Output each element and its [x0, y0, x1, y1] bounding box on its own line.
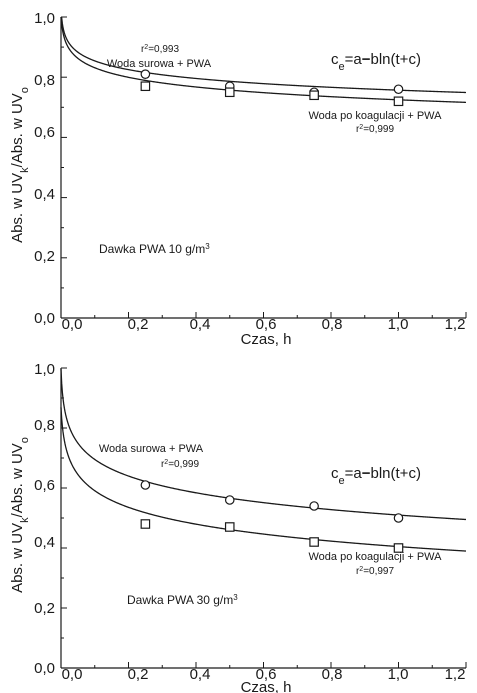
y-tick-label: 0,0 [34, 310, 55, 327]
x-tick-label: 0,8 [322, 316, 343, 333]
data-point-square [393, 96, 404, 107]
y-tick-label: 0,6 [34, 124, 55, 141]
data-point-circle [140, 480, 151, 490]
series-name-raw: Woda surowa + PWA [99, 443, 204, 455]
data-point-square [224, 87, 235, 98]
y-tick-label: 0,8 [34, 72, 55, 89]
series-name-coag: Woda po koagulacji + PWA [309, 551, 443, 563]
y-axis-label: Abs. w UVk/Abs. w UVo [9, 437, 31, 593]
x-tick-label: 1,2 [445, 316, 466, 333]
x-tick-label: 0,0 [62, 666, 83, 683]
chart-bottom: 0,0 0,2 0,4 0,6 0,8 1,0 0,0 0,2 0,4 0,6 … [9, 361, 467, 693]
equation-label: ce=a−bln(t+c) [331, 51, 421, 73]
data-point-circle [309, 501, 319, 511]
x-tick-label: 0,8 [322, 666, 343, 683]
series-label-raw: r2=0,993 Woda surowa + PWA [107, 44, 212, 71]
y-tick-label: 0,2 [34, 248, 55, 265]
x-tick-label: 1,2 [445, 666, 466, 683]
data-point-square [309, 90, 319, 101]
y-tick-label: 0,0 [34, 660, 55, 677]
data-point-square [393, 543, 404, 553]
series-label-raw: Woda surowa + PWA r2=0,999 [99, 443, 204, 470]
series-name-raw: Woda surowa + PWA [107, 58, 212, 70]
dose-label: Dawka PWA 30 g/m3 [127, 593, 238, 608]
x-tick-label: 0,6 [256, 666, 277, 683]
data-point-circle [393, 513, 404, 523]
series-label-coag: Woda po koagulacji + PWA r2=0,999 [309, 110, 443, 135]
y-tick-label: 0,8 [34, 417, 55, 434]
x-axis-label: Czas, h [241, 331, 292, 348]
series-name-coag: Woda po koagulacji + PWA [309, 110, 443, 122]
y-tick-label: 0,2 [34, 600, 55, 617]
data-point-circle [393, 84, 404, 95]
y-tick-label: 0,6 [34, 477, 55, 494]
series-label-coag: Woda po koagulacji + PWA r2=0,997 [309, 551, 443, 577]
x-tick-label: 0,4 [190, 316, 211, 333]
x-axis-label: Czas, h [241, 679, 292, 693]
x-tick-label: 0,2 [128, 666, 149, 683]
data-point-circle [224, 495, 235, 505]
y-tick-label: 1,0 [34, 361, 55, 378]
dose-label: Dawka PWA 10 g/m3 [99, 242, 210, 257]
y-tick-label: 1,0 [34, 10, 55, 27]
x-tick-label: 1,0 [388, 316, 409, 333]
data-point-circle [140, 69, 151, 79]
x-tick-label: 1,0 [388, 666, 409, 683]
r2-label-coag: r2=0,997 [356, 566, 395, 578]
x-tick-label: 0,4 [190, 666, 211, 683]
x-tick-labels: 0,0 0,2 0,4 0,6 0,8 1,0 1,2 [62, 316, 466, 333]
y-tick-label: 0,4 [34, 186, 55, 203]
x-tick-label: 0,2 [128, 316, 149, 333]
data-point-square [140, 519, 151, 529]
chart-top: 0,0 0,2 0,4 0,6 0,8 1,0 0,0 0,2 0,4 0,6 … [9, 10, 467, 348]
x-tick-labels: 0,0 0,2 0,4 0,6 0,8 1,0 1,2 [62, 666, 466, 683]
data-point-square [140, 81, 151, 92]
r2-label-coag: r2=0,999 [356, 124, 395, 136]
data-point-square [309, 537, 319, 547]
r2-label-raw: r2=0,999 [161, 459, 200, 471]
equation-label: ce=a−bln(t+c) [331, 465, 421, 487]
y-axis-label: Abs. w UVk/Abs. w UVo [9, 87, 31, 243]
x-tick-label: 0,6 [256, 316, 277, 333]
y-tick-labels: 0,0 0,2 0,4 0,6 0,8 1,0 [34, 361, 55, 677]
r2-label-raw: r2=0,993 [141, 44, 180, 56]
y-tick-label: 0,4 [34, 534, 55, 551]
data-point-square [224, 522, 235, 532]
x-tick-label: 0,0 [62, 316, 83, 333]
y-tick-labels: 0,0 0,2 0,4 0,6 0,8 1,0 [34, 10, 55, 327]
